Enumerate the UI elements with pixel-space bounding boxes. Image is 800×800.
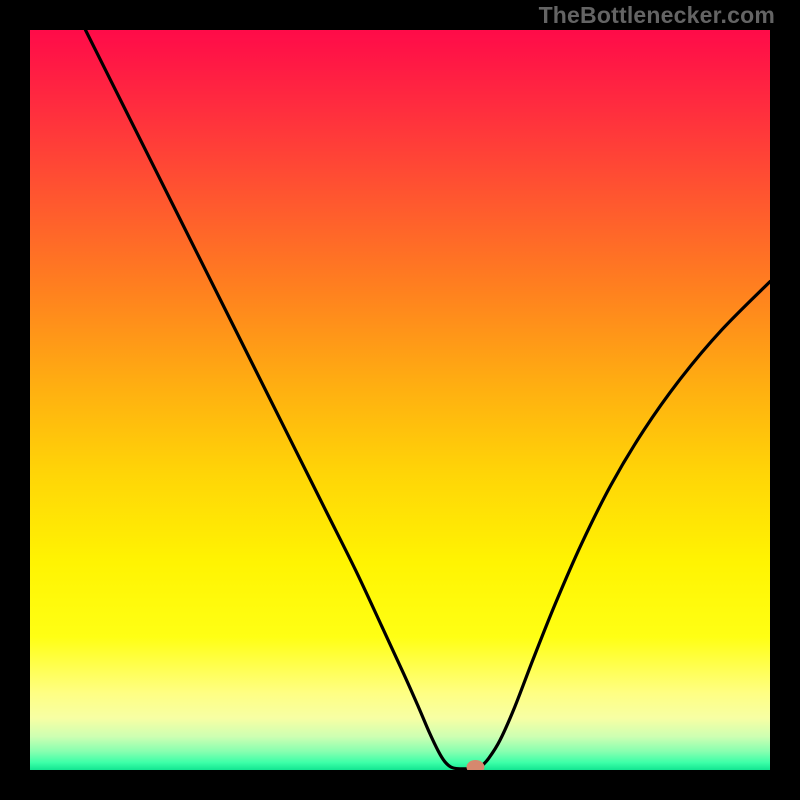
chart-frame: TheBottlenecker.com bbox=[0, 0, 800, 800]
plot-svg bbox=[30, 30, 770, 770]
watermark-text: TheBottlenecker.com bbox=[539, 2, 775, 29]
plot-area bbox=[30, 30, 770, 770]
